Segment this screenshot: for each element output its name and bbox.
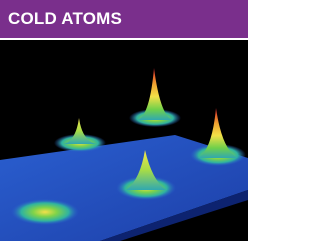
page: COLD ATOMS (() = [0, 0, 248, 241]
section-title: COLD ATOMS [8, 9, 122, 29]
section-header: COLD ATOMS [0, 0, 248, 38]
cold-atoms-image [0, 40, 248, 241]
peak-base [11, 199, 79, 225]
